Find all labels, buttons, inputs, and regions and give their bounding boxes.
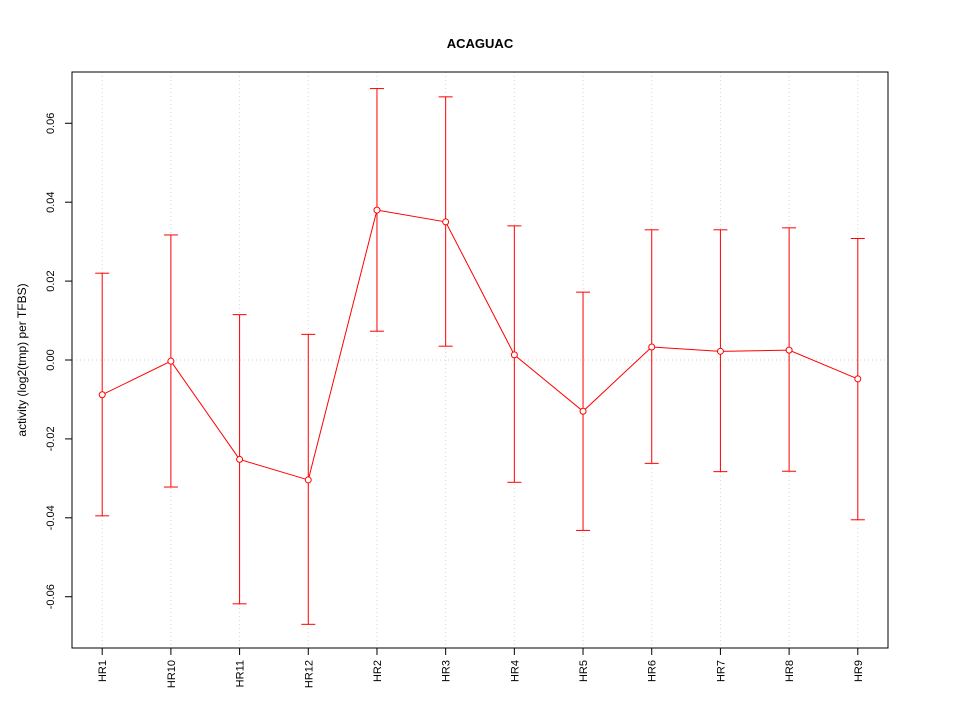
data-point (304, 476, 312, 484)
y-tick-label: -0.02 (45, 426, 57, 451)
data-point (785, 346, 793, 354)
data-point (236, 455, 244, 463)
x-tick-label: HR10 (166, 660, 178, 688)
data-point (373, 206, 381, 214)
data-point (167, 357, 175, 365)
data-point (510, 351, 518, 359)
data-point (98, 391, 106, 399)
grid (72, 72, 888, 648)
data-point (442, 218, 450, 226)
y-axis-label: activity (log2(tmp) per TFBS) (15, 283, 29, 436)
data-point (854, 375, 862, 383)
y-tick-label: -0.06 (45, 584, 57, 609)
x-tick-label: HR5 (578, 660, 590, 682)
plot-frame (71, 71, 889, 649)
x-tick-label: HR8 (784, 660, 796, 682)
y-tick-label: 0.04 (45, 191, 57, 212)
series-line (101, 209, 858, 481)
x-tick-label: HR1 (97, 660, 109, 682)
y-tick-label: 0.02 (45, 270, 57, 291)
data-point (648, 343, 656, 351)
y-axis: -0.06 -0.04 -0.02 0.00 0.02 0.04 0.06 (45, 113, 73, 609)
x-tick-label: HR7 (715, 660, 727, 682)
x-tick-label: HR3 (441, 660, 453, 682)
x-tick-label: HR9 (853, 660, 865, 682)
x-tick-label: HR2 (372, 660, 384, 682)
x-axis: HR1 HR10 HR11 HR12 HR2 HR3 HR4 HR5 HR6 HR7 HR8 HR9 (97, 648, 865, 688)
y-tick-label: -0.04 (45, 505, 57, 530)
x-tick-label: HR6 (647, 660, 659, 682)
x-tick-label: HR4 (509, 660, 521, 682)
chart-title: ACAGUAC (447, 36, 514, 51)
y-tick-label: 0.00 (45, 349, 57, 370)
series (95, 88, 865, 625)
x-tick-label: HR12 (303, 660, 315, 688)
x-tick-label: HR11 (235, 660, 247, 687)
data-point (579, 407, 587, 415)
y-tick-label: 0.06 (45, 113, 57, 134)
data-point (716, 347, 724, 355)
